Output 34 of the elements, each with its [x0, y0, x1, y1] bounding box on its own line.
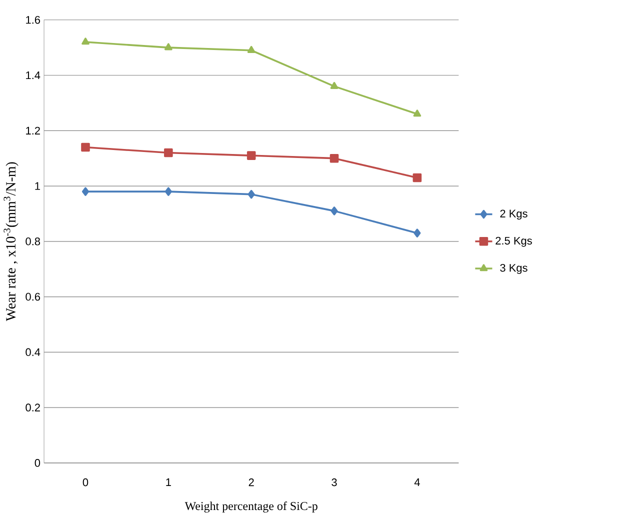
legend-label: 2 Kgs: [500, 210, 528, 220]
x-tick-label: 4: [414, 478, 420, 486]
point: [248, 190, 255, 199]
y-tick-label: 0: [34, 459, 40, 467]
point: [330, 82, 338, 90]
legend-label: 3 Kgs: [500, 264, 528, 274]
point: [82, 38, 90, 45]
point: [412, 173, 422, 182]
x-axis-title: Weight percentage of SiC-p: [184, 502, 318, 513]
y-tick-label: 0.4: [26, 348, 40, 356]
point: [81, 142, 90, 152]
point: [246, 151, 256, 160]
x-tick-label: 0: [82, 478, 88, 486]
point: [330, 206, 338, 216]
y-axis-title: Wear rate , x10$^{-3}$(mm$^{3}$/N-m): [4, 162, 18, 322]
legend-label: 2.5 Kgs: [496, 236, 532, 247]
point: [164, 187, 172, 196]
point: [164, 43, 172, 50]
point: [247, 46, 256, 54]
point: [82, 187, 90, 196]
point: [413, 110, 422, 117]
y-tick-label: 1: [35, 182, 40, 190]
y-tick-label: 1.4: [26, 72, 40, 80]
y-tick-label: 1.2: [26, 126, 40, 135]
y-tick-label: 0.8: [26, 238, 40, 246]
y-tick-label: 0.6: [26, 292, 40, 301]
point: [164, 148, 173, 158]
y-tick-label: 0.2: [26, 404, 40, 412]
point: [330, 154, 339, 163]
x-tick-label: 2: [248, 478, 254, 486]
x-tick-label: 1: [166, 478, 171, 486]
y-tick-label: 1.6: [26, 16, 40, 24]
x-tick-label: 3: [332, 478, 337, 486]
point: [414, 228, 421, 238]
